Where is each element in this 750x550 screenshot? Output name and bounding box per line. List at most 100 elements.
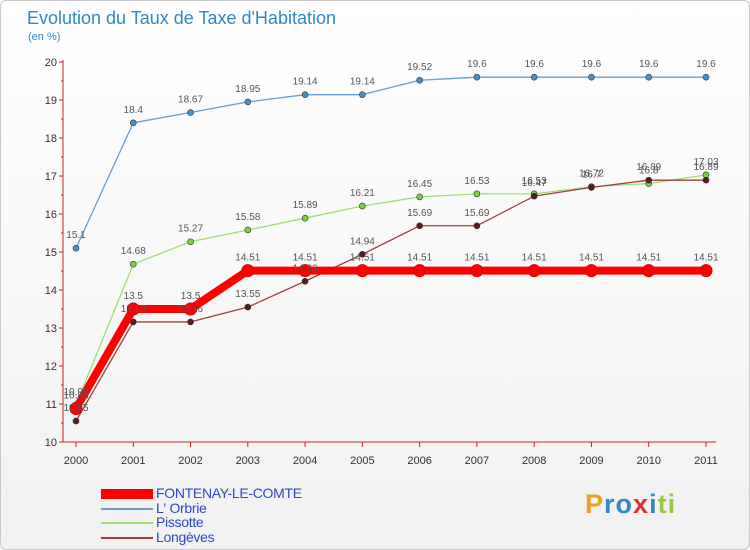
y-tick-label: 10: [45, 437, 57, 449]
data-point-2: [359, 202, 366, 210]
x-tick-label: 2006: [407, 455, 431, 467]
data-label-0: 14.51: [235, 253, 260, 264]
data-point-0: [298, 264, 312, 278]
data-point-0: [69, 402, 83, 416]
x-tick-label: 2008: [522, 455, 546, 467]
legend-label-longeves: Longèves: [156, 528, 215, 545]
x-tick-label: 2002: [178, 455, 202, 467]
x-tick-label: 2007: [465, 455, 489, 467]
data-label-2: 16.45: [407, 179, 432, 190]
unit-label: (en %): [28, 31, 61, 43]
y-tick-label: 20: [45, 57, 57, 69]
data-label-3: 13.16: [178, 304, 203, 315]
data-point-1: [473, 73, 481, 81]
y-tick-label: 15: [45, 247, 57, 259]
legend-label-pissotte: Pissotte: [156, 514, 204, 530]
y-tick-label: 13: [45, 323, 57, 335]
legend-label-fontenay: FONTENAY-LE-COMTE: [156, 485, 302, 501]
chart-title: Evolution du Taux de Taxe d'Habitation: [27, 8, 336, 28]
logo-letter: P: [585, 489, 605, 519]
data-label-0: 14.51: [522, 253, 547, 264]
data-point-1: [702, 73, 710, 81]
data-label-1: 19.14: [293, 77, 318, 88]
data-point-3: [72, 417, 80, 425]
data-label-2: 16.21: [350, 188, 375, 199]
data-label-1: 19.6: [582, 59, 602, 70]
y-tick-label: 18: [45, 133, 57, 145]
data-point-0: [642, 264, 656, 278]
data-label-0: 10.88: [63, 391, 88, 402]
data-label-3: 16.47: [522, 178, 547, 189]
data-label-1: 19.6: [467, 59, 487, 70]
data-label-2: 15.27: [178, 224, 203, 235]
series-line-1: [75, 76, 706, 249]
data-label-0: 14.51: [407, 253, 432, 264]
logo-letter: x: [633, 489, 650, 519]
series-line-0: [72, 266, 706, 411]
series-line-2: [75, 174, 707, 406]
data-label-1: 19.14: [350, 77, 375, 88]
data-label-3: 13.55: [235, 289, 260, 300]
data-label-3: 16.89: [693, 162, 718, 173]
data-point-1: [530, 73, 538, 81]
data-label-3: 16.89: [636, 162, 661, 173]
data-point-1: [359, 91, 366, 98]
data-point-2: [301, 214, 309, 222]
data-point-2: [473, 190, 481, 198]
logo-letter: i: [649, 489, 658, 519]
legend-swatch-longeves: [101, 536, 153, 539]
data-label-1: 19.6: [524, 59, 544, 70]
data-label-1: 18.95: [235, 84, 260, 95]
data-point-1: [645, 73, 653, 81]
logo-letter: r: [604, 489, 616, 519]
data-label-0: 13.5: [124, 291, 144, 302]
data-label-1: 18.67: [178, 95, 203, 106]
data-label-1: 18.4: [124, 105, 144, 116]
data-point-2: [416, 193, 423, 201]
y-tick-label: 11: [46, 399, 57, 411]
x-tick-label: 2009: [579, 455, 603, 467]
data-point-2: [187, 238, 194, 246]
data-point-0: [126, 302, 140, 316]
data-label-0: 14.51: [636, 253, 661, 264]
data-point-1: [301, 91, 309, 98]
x-tick-label: 2005: [350, 455, 374, 467]
data-label-2: 16.8: [639, 166, 659, 177]
x-tick-label: 2000: [64, 455, 88, 467]
data-point-1: [588, 73, 595, 81]
legend-label-orbrie: L' Orbrie: [156, 499, 207, 516]
series-line-3: [75, 179, 706, 422]
data-label-2: 10.98: [63, 387, 88, 398]
data-label-0: 14.51: [693, 253, 718, 264]
data-point-0: [413, 264, 427, 278]
data-point-0: [184, 302, 198, 316]
y-tick-label: 12: [45, 361, 57, 373]
data-point-1: [129, 119, 137, 127]
data-point-2: [244, 226, 252, 234]
y-tick-label: 19: [45, 95, 57, 107]
data-point-1: [187, 109, 194, 116]
data-label-1: 19.52: [407, 62, 432, 73]
data-label-2: 15.89: [293, 200, 318, 211]
legend-swatch-pissotte: [101, 522, 153, 524]
logo-letter: o: [615, 489, 634, 519]
data-point-1: [416, 76, 423, 84]
data-point-0: [527, 264, 541, 278]
data-label-2: 16.53: [464, 176, 489, 187]
data-label-0: 14.51: [464, 253, 489, 264]
data-point-0: [241, 264, 255, 278]
data-point-0: [699, 264, 713, 278]
data-label-2: 17.03: [693, 157, 718, 168]
x-tick-label: 2003: [236, 455, 260, 467]
data-label-3: 14.23: [293, 263, 318, 274]
data-point-3: [187, 318, 194, 326]
data-label-2: 15.58: [235, 212, 260, 223]
data-label-0: 13.5: [181, 291, 201, 302]
data-label-3: 14.94: [350, 236, 375, 247]
data-label-1: 19.6: [639, 59, 659, 70]
x-tick-label: 2010: [636, 455, 660, 467]
data-label-2: 16.53: [522, 176, 547, 187]
y-tick-label: 14: [45, 285, 57, 297]
proxiti-logo: Proxiti: [585, 489, 676, 520]
